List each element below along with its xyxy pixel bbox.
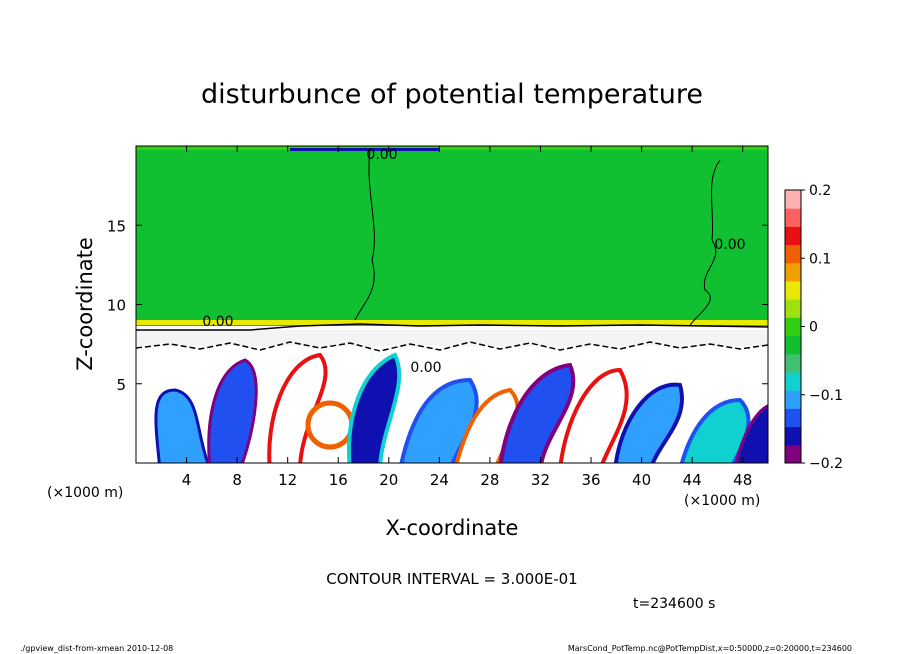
mid-contour (354, 149, 375, 321)
top-boundary-band (290, 148, 440, 151)
x-tick-label: 4 (182, 471, 192, 489)
colorbar-swatch (785, 299, 801, 318)
contour-labels: 0.00 0.00 0.00 0.00 (202, 147, 745, 376)
colorbar-tick-label: 0 (809, 320, 818, 336)
x-tick-label: 20 (379, 471, 398, 489)
colorbar-swatch (785, 390, 801, 409)
plume-8 (558, 367, 629, 463)
x-tick-label: 32 (531, 471, 550, 489)
colorbar-swatch (785, 408, 801, 428)
turbulence-edge (136, 341, 768, 352)
x-tick-label: 8 (232, 471, 242, 489)
x-tick-label: 16 (329, 471, 348, 489)
y-axis-ticks: 5 10 15 (107, 217, 768, 394)
plume-4 (347, 352, 402, 463)
x-tick-label: 12 (278, 471, 297, 489)
contour-label: 0.00 (202, 314, 233, 330)
colorbar-tick-label: 0.1 (809, 251, 831, 267)
y-tick-label: 10 (107, 297, 126, 315)
contour-label: 0.00 (410, 360, 441, 376)
top-strip (136, 146, 768, 150)
upper-field (136, 146, 768, 326)
plume-7 (498, 362, 576, 463)
plume-11 (734, 404, 768, 463)
colorbar-swatch (785, 244, 801, 264)
colorbar-swatch (785, 226, 801, 246)
x-axis-ticks: 4 8 12 16 20 24 28 32 36 40 44 48 (182, 146, 752, 489)
x-tick-label: 48 (733, 471, 752, 489)
colorbar-swatch (785, 335, 801, 355)
contour-interval: CONTOUR INTERVAL = 3.000E-01 (326, 570, 577, 588)
x-unit-right: (×1000 m) (684, 493, 760, 509)
x-tick-label: 36 (581, 471, 600, 489)
colorbar-swatch (785, 353, 801, 373)
colorbar-tick-label: −0.2 (809, 456, 843, 472)
colorbar-swatch (785, 281, 801, 300)
x-axis-label: X-coordinate (386, 516, 519, 540)
colorbar-ticks: 0.2 0.1 0 −0.1 −0.2 (801, 183, 843, 472)
colorbar-swatch (785, 262, 801, 282)
vortex-1 (305, 400, 355, 450)
colorbar-swatch (785, 426, 801, 446)
x-tick-label: 40 (632, 471, 651, 489)
colorbar-tick-label: 0.2 (809, 183, 831, 199)
x-tick-label: 24 (430, 471, 449, 489)
colorbar-swatch (785, 208, 801, 227)
time-label: t=234600 s (633, 596, 715, 612)
upper-contour (136, 323, 768, 331)
cloud-base-band (136, 320, 768, 325)
colorbar-swatch (785, 372, 801, 391)
contour-label: 0.00 (366, 147, 397, 163)
colorbar (784, 189, 802, 464)
colorbar-swatch (785, 444, 801, 464)
plot-area (136, 146, 768, 463)
x-unit-left: (×1000 m) (47, 485, 123, 501)
right-contour (689, 159, 721, 326)
y-tick-label: 5 (116, 376, 126, 394)
colorbar-tick-label: −0.1 (809, 388, 843, 404)
colorbar-swatch (785, 190, 801, 209)
colorbar-swatch (785, 317, 801, 337)
plume-9 (613, 382, 684, 463)
footer-left: ./gpview_dist-from-xmean 2010-12-08 (20, 644, 173, 653)
y-tick-label: 15 (107, 217, 126, 235)
contour-label: 0.00 (714, 237, 745, 253)
lower-thin-band (136, 330, 768, 346)
x-tick-label: 28 (480, 471, 499, 489)
y-axis-label: Z-coordinate (73, 237, 97, 371)
footer-right: MarsCond_PotTemp.nc@PotTempDist,x=0:5000… (568, 644, 852, 653)
plume-1 (154, 388, 210, 463)
chart-title: disturbunce of potential temperature (201, 79, 703, 110)
plume-2 (207, 358, 258, 463)
x-tick-label: 44 (683, 471, 702, 489)
plume-3 (267, 352, 328, 463)
